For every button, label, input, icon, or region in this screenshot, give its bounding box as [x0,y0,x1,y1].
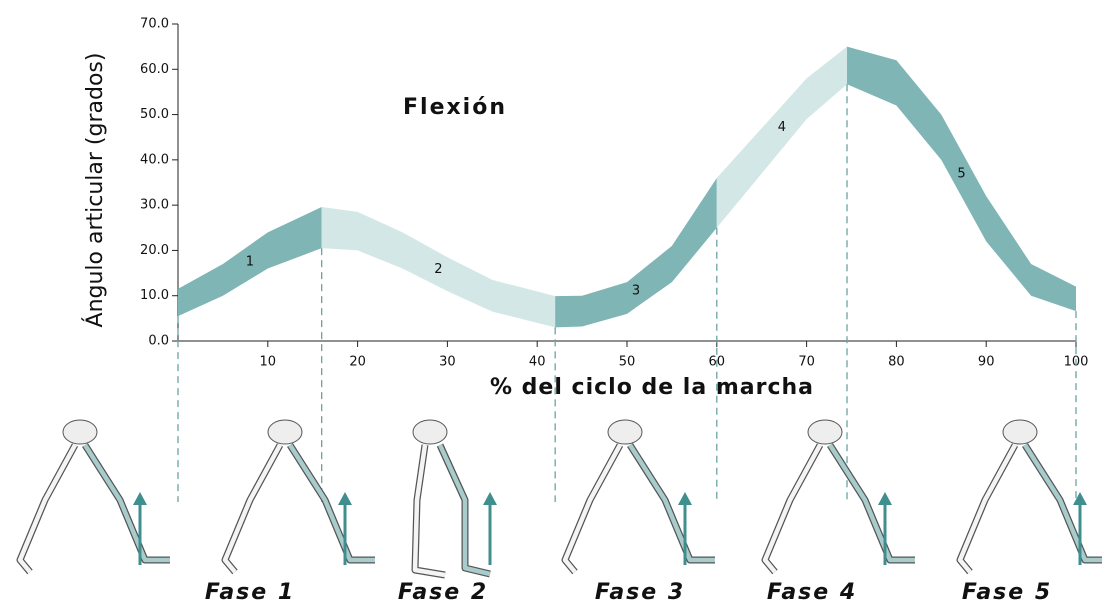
x-tick-label: 50 [619,355,636,370]
x-tick-label: 20 [349,355,366,370]
leg-figure [960,420,1102,572]
leg [960,445,1015,572]
leg [20,445,75,572]
phase-label: 5 [957,166,965,181]
pelvis [413,420,447,444]
leg [630,445,715,560]
y-tick-label: 0.0 [148,334,169,349]
pelvis [808,420,842,444]
phase-caption: Fase 5 [962,580,1052,605]
leg [440,445,490,574]
band-segment [555,178,717,327]
arrow-head [133,492,147,505]
phase-caption: Fase 1 [205,580,295,605]
leg-figure [413,420,497,575]
x-tick-label: 90 [978,355,995,370]
leg [225,445,280,572]
arrow-head [1073,492,1087,505]
leg [765,445,820,572]
arrow-head [878,492,892,505]
chart-title: Flexión [403,95,507,120]
arrow-head [483,492,497,505]
x-tick-label: 40 [529,355,546,370]
leg-figure [225,420,375,572]
phase-label: 4 [778,120,786,135]
leg [290,445,375,560]
x-tick-label: 80 [888,355,905,370]
pelvis [1003,420,1037,444]
pelvis [268,420,302,444]
phase-label: 2 [434,262,442,277]
y-tick-label: 60.0 [140,62,169,77]
leg [415,445,445,575]
x-axis-label: % del ciclo de la marcha [490,375,814,400]
y-axis-label: Ángulo articular (grados) [82,53,108,328]
phase-caption: Fase 3 [595,580,685,605]
y-tick-label: 20.0 [140,243,169,258]
y-tick-label: 40.0 [140,152,169,167]
x-tick-label: 70 [798,355,815,370]
leg [565,445,620,572]
leg-figure [565,420,715,572]
leg [85,445,170,560]
pelvis [608,420,642,444]
y-tick-label: 30.0 [140,198,169,213]
y-tick-label: 10.0 [140,288,169,303]
leg-figure [20,420,170,572]
pelvis [63,420,97,444]
y-tick-label: 70.0 [140,17,169,32]
arrow-head [338,492,352,505]
phase-label: 1 [246,255,254,270]
leg [830,445,915,560]
phase-caption: Fase 2 [398,580,488,605]
arrow-head [678,492,692,505]
y-tick-label: 50.0 [140,107,169,122]
chart: Flexión Ángulo articular (grados) % del … [0,0,1102,606]
x-tick-label: 30 [439,355,456,370]
phase-label: 3 [632,284,640,299]
leg-figure [765,420,915,572]
phase-caption: Fase 4 [767,580,857,605]
x-tick-label: 10 [260,355,277,370]
band-segment [717,47,847,228]
